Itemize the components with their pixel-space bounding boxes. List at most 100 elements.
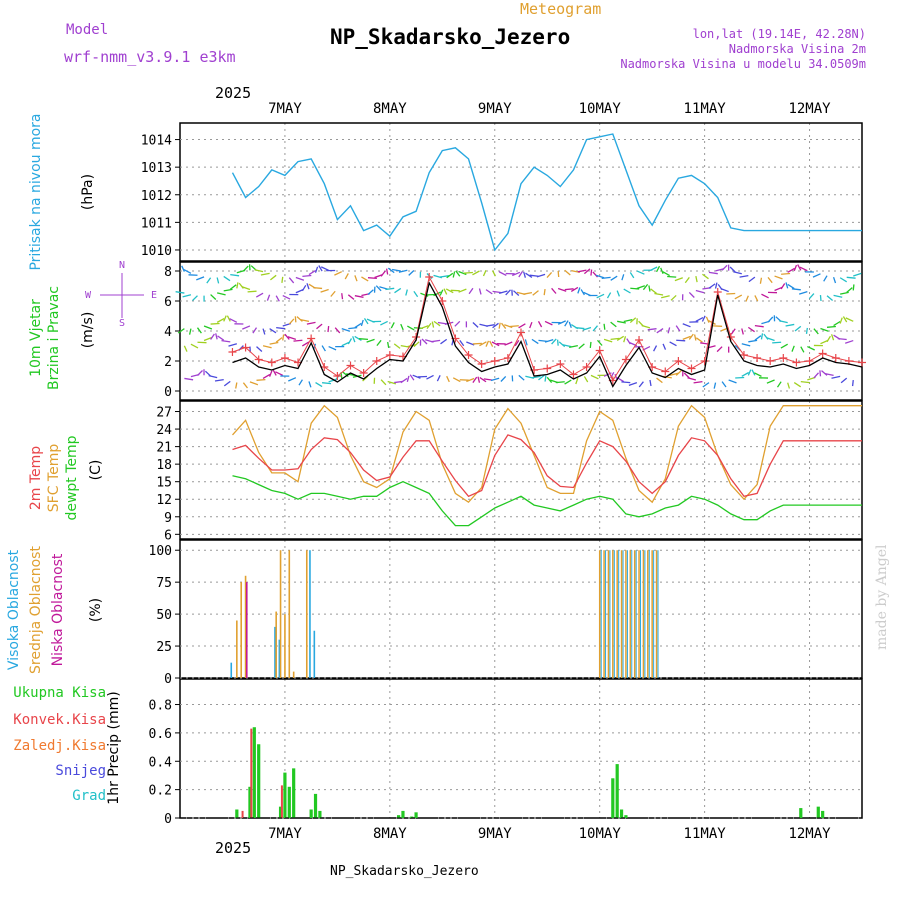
compass-s: S: [119, 318, 125, 329]
wind-barb: [785, 323, 795, 327]
wind-barb: [610, 321, 617, 328]
model-label: Model: [66, 22, 108, 38]
day-label-bottom: 11MAY: [684, 826, 727, 842]
wind-barb: [603, 323, 606, 330]
wind-barb: [321, 345, 326, 352]
gust-marker: [858, 358, 866, 367]
precip-total-bar: [309, 809, 313, 818]
wind-barb: [820, 327, 829, 332]
wind-barb: [479, 341, 487, 347]
wind-barb: [387, 267, 395, 274]
wind-barb: [597, 339, 603, 346]
wind-barb: [667, 327, 671, 334]
wind-barb: [851, 380, 854, 387]
wind-barb: [454, 320, 461, 327]
dewpt-ylabel: dewpt Temp: [64, 435, 80, 520]
wind-barb: [440, 338, 448, 345]
wind-barb: [754, 335, 762, 341]
wind-barb: [577, 269, 587, 273]
gust-marker: [779, 354, 788, 362]
wind-barb: [492, 322, 499, 329]
wind-barb: [730, 328, 736, 335]
wind-barb: [214, 378, 224, 382]
wind-barb: [787, 382, 791, 389]
wind-barb: [662, 343, 667, 350]
gust-marker: [241, 343, 250, 352]
day-label-bottom: 7MAY: [268, 826, 302, 842]
gust-marker: [621, 355, 630, 364]
y-tick-label: 27: [156, 406, 172, 421]
gust-marker: [569, 370, 578, 379]
wind-barb: [654, 292, 664, 296]
y-tick-label: 25: [156, 640, 172, 655]
wind-barb: [366, 338, 375, 343]
y-tick-label: 0: [164, 672, 172, 687]
wind-barb: [661, 295, 670, 299]
wind-barb: [649, 266, 658, 272]
wind-barb: [223, 315, 227, 322]
wind-barb: [648, 285, 651, 292]
wind-barb: [583, 376, 589, 383]
wind-barb: [823, 275, 828, 282]
gust-marker: [543, 364, 552, 373]
wind-barb: [610, 337, 620, 341]
wind-barb: [192, 295, 198, 302]
wind-barb: [695, 337, 703, 343]
wind-barb: [334, 327, 341, 334]
wind-barb: [477, 376, 481, 383]
wind-barb: [485, 289, 493, 295]
wind-barb: [196, 276, 205, 281]
wind-barb: [529, 321, 533, 329]
meteogram-label: Meteogram: [520, 0, 601, 18]
wind-barb: [636, 285, 646, 290]
wind-barb: [500, 322, 507, 329]
precip-total-bar: [287, 786, 291, 818]
wind-barb: [247, 290, 257, 293]
wind-barb: [302, 274, 312, 278]
wind-barb: [538, 374, 545, 381]
gust-marker: [661, 367, 670, 376]
wind-barb: [458, 270, 467, 276]
wind-barb: [606, 292, 612, 299]
wind-barb: [751, 369, 756, 376]
wind-barb: [341, 328, 351, 332]
wind-barb: [182, 294, 192, 298]
wind-barb: [595, 274, 605, 279]
wind-barb: [531, 375, 541, 379]
wind-barb: [551, 338, 557, 345]
wind-barb: [596, 293, 605, 299]
wind-barb: [221, 339, 231, 343]
wind-barb: [300, 318, 310, 323]
wind-barb: [426, 374, 434, 380]
wind-barb: [296, 316, 303, 322]
wind-barb: [780, 283, 786, 290]
wind-barb: [682, 335, 691, 340]
wind-barb: [842, 316, 848, 323]
wind-barb: [649, 379, 652, 387]
wind-barb: [826, 295, 834, 301]
wind-barb: [636, 270, 645, 275]
wind-barb: [440, 275, 449, 278]
gust-marker: [517, 328, 525, 337]
wind-barb: [330, 290, 336, 297]
wind-barb: [583, 268, 591, 275]
wind-barb: [846, 287, 853, 293]
wind-barb: [354, 275, 358, 282]
wind-barb: [832, 276, 837, 284]
y-tick-label: 18: [156, 458, 172, 473]
precip-total-bar: [292, 768, 296, 818]
wind-barb: [308, 269, 316, 276]
precip-total-bar: [615, 764, 619, 818]
wind-barb: [269, 328, 277, 334]
wind-barb: [555, 381, 565, 384]
wind-barb: [433, 320, 441, 327]
wind-barb: [509, 325, 519, 328]
wind-barb: [367, 289, 374, 295]
wind-barb: [216, 318, 225, 323]
wind-barb: [360, 319, 364, 327]
wind-barb: [431, 339, 441, 343]
wind-barb: [269, 274, 277, 281]
gust-marker: [700, 357, 709, 365]
wind-barb: [513, 290, 520, 296]
station-title: NP_Skadarsko_Jezero: [330, 25, 570, 49]
